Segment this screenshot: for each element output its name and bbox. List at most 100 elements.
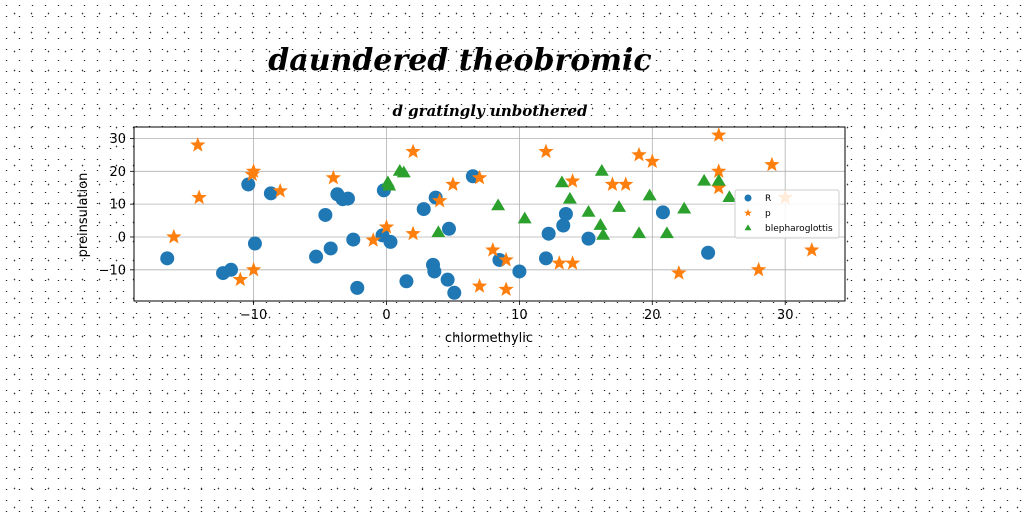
point-R (318, 207, 333, 222)
point-R (383, 234, 398, 249)
point-p (498, 251, 514, 267)
point-blepharoglottis (612, 200, 627, 212)
point-p (804, 242, 820, 257)
x-tick-label: 30 (777, 308, 794, 323)
point-p (485, 242, 501, 257)
point-R (340, 191, 355, 206)
point-blepharoglottis (642, 188, 657, 201)
y-tick-label: 20 (109, 165, 126, 180)
legend-box (734, 189, 840, 239)
point-p (711, 127, 727, 142)
point-p (445, 176, 461, 191)
point-R (441, 221, 456, 236)
point-p (564, 173, 581, 188)
chart-title: daundered theobromic (268, 43, 651, 78)
legend-marker-p (744, 208, 752, 217)
point-R (241, 177, 256, 192)
point-p (551, 255, 567, 270)
point-blepharoglottis (632, 226, 646, 239)
point-R (323, 241, 338, 256)
point-R (399, 274, 414, 289)
point-R (512, 264, 527, 279)
point-blepharoglottis (431, 225, 446, 238)
point-blepharoglottis (382, 178, 397, 191)
chart-subtitle: d gratingly unbothered (392, 102, 588, 120)
point-p (604, 176, 621, 191)
legend-label-R: R (765, 194, 771, 204)
point-R (556, 218, 571, 233)
point-R (541, 226, 556, 241)
legend-label-p: p (765, 209, 771, 219)
point-blepharoglottis (594, 163, 609, 176)
point-R (558, 207, 573, 221)
x-tick-label: −10 (240, 308, 267, 323)
point-blepharoglottis (554, 175, 569, 188)
point-R (416, 202, 431, 217)
point-blepharoglottis (581, 205, 596, 217)
point-blepharoglottis (711, 173, 726, 186)
point-R (427, 264, 442, 279)
point-p (498, 281, 514, 297)
point-R (160, 251, 175, 266)
point-R (655, 205, 670, 220)
series-blepharoglottis (380, 163, 737, 240)
point-p (432, 192, 448, 208)
point-R (440, 272, 455, 287)
point-blepharoglottis (562, 191, 577, 204)
point-blepharoglottis (677, 201, 692, 214)
point-p (245, 163, 262, 178)
ticks: −10 0 10 20 30 −10 0 10 20 30 (99, 132, 794, 323)
point-p (405, 143, 421, 159)
point-p (245, 261, 262, 277)
point-p (378, 219, 395, 234)
x-tick-label: 0 (382, 308, 390, 323)
point-blepharoglottis (396, 165, 411, 178)
point-p (644, 153, 660, 168)
point-p (190, 137, 206, 152)
point-p (538, 143, 554, 159)
point-R (309, 249, 324, 264)
point-p (764, 156, 780, 172)
point-R (538, 251, 553, 266)
point-blepharoglottis (722, 190, 737, 202)
point-p (631, 146, 647, 162)
point-R (346, 232, 361, 247)
point-p (232, 271, 248, 287)
point-p (618, 176, 634, 191)
point-p (471, 169, 488, 185)
point-p (272, 182, 288, 198)
point-blepharoglottis (697, 173, 712, 186)
point-R (247, 236, 262, 251)
point-blepharoglottis (491, 198, 506, 211)
point-R (581, 231, 596, 246)
point-p (325, 169, 341, 185)
point-R (447, 285, 462, 300)
point-p (711, 163, 727, 178)
y-axis-label: preinsulation (76, 173, 91, 258)
legend-items: Rp blepharoglottis (744, 194, 833, 234)
point-R (350, 280, 365, 295)
x-tick-label: 10 (511, 308, 528, 323)
point-p (750, 261, 767, 277)
legend: Rp blepharoglottis (734, 189, 840, 239)
point-R (224, 262, 239, 277)
point-p (166, 228, 182, 244)
x-tick-label: 20 (644, 308, 661, 323)
y-tick-label: −10 (99, 263, 126, 278)
point-p (671, 265, 687, 280)
point-blepharoglottis (596, 227, 611, 240)
point-blepharoglottis (659, 226, 674, 239)
legend-marker-R (744, 194, 752, 202)
point-p (191, 189, 207, 205)
x-axis-label: chlormethylic (445, 331, 533, 346)
legend-marker-blepharoglottis (744, 224, 752, 231)
plot-frame (133, 126, 846, 302)
point-p (471, 278, 488, 293)
point-blepharoglottis (517, 211, 532, 224)
data-marks (160, 127, 820, 300)
point-p (365, 232, 381, 247)
point-p (405, 225, 421, 241)
y-tick-label: 0 (118, 230, 126, 245)
point-blepharoglottis (593, 218, 608, 230)
point-p (711, 179, 727, 195)
